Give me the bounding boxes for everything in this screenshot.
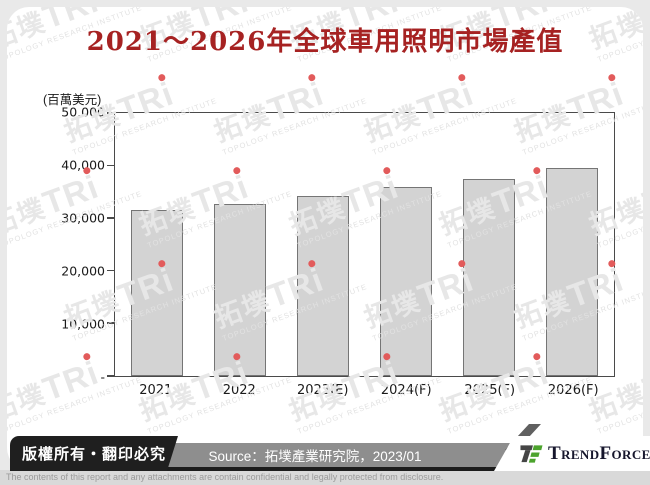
x-tick-label: 2026(F) xyxy=(547,383,599,398)
y-tick-label: 50,000 xyxy=(61,104,105,120)
bar-slot xyxy=(198,113,281,376)
bar-2024(F) xyxy=(380,186,433,376)
bar-2021 xyxy=(130,209,183,376)
report-card: 2021～2026年全球車用照明市場產值 (百萬美元) 50,000 40,000… xyxy=(7,7,643,470)
x-tick-label: 2021 xyxy=(139,383,173,398)
watermark-red-dot xyxy=(307,73,317,83)
bar-2022 xyxy=(213,204,266,376)
y-axis-unit-label: (百萬美元) xyxy=(43,93,102,107)
bar-slot xyxy=(365,113,448,376)
watermark-latin: TRi xyxy=(637,353,643,408)
bar-slot xyxy=(115,113,198,376)
x-tick-label: 2022 xyxy=(222,383,256,398)
y-tick-label: 30,000 xyxy=(61,210,105,226)
bar-slot xyxy=(531,113,614,376)
x-axis-tick-labels: 2021 2022 2023(E) 2024(F) 2025(F) 2026(F) xyxy=(114,383,615,398)
x-tick-label: 2025(F) xyxy=(464,383,516,398)
watermark-red-dot xyxy=(157,73,167,83)
x-tick-label: 2024(F) xyxy=(380,383,432,398)
y-tick-label: 10,000 xyxy=(61,316,105,332)
plot-area xyxy=(107,112,615,377)
watermark-red-dot xyxy=(457,73,467,83)
y-tick-mark xyxy=(107,375,114,377)
y-tick-mark xyxy=(107,164,114,167)
y-tick-mark xyxy=(107,217,114,219)
y-tick-label: - xyxy=(100,369,105,385)
x-tick-label: 2023(E) xyxy=(297,383,349,398)
y-tick-mark xyxy=(107,322,114,324)
watermark-cjk: 拓墣 xyxy=(7,378,51,427)
chart-title: 2021～2026年全球車用照明市場產值 xyxy=(86,27,564,57)
bars-container xyxy=(115,113,614,376)
watermark-latin: TRi xyxy=(637,167,643,222)
disclaimer-strip: The contents of this report and any atta… xyxy=(0,470,650,485)
bar-2026(F) xyxy=(546,167,599,376)
y-tick-mark xyxy=(107,269,114,272)
bar-2025(F) xyxy=(463,178,516,376)
bar-slot xyxy=(281,113,364,376)
bar-slot xyxy=(448,113,531,376)
disclaimer-text: The contents of this report and any atta… xyxy=(6,472,444,482)
y-axis-tick-labels: 50,000 40,000 30,000 20,000 10,000 - xyxy=(7,105,105,385)
y-tick-label: 40,000 xyxy=(61,157,105,173)
bar-2023(E) xyxy=(296,195,349,376)
y-tick-label: 20,000 xyxy=(61,263,105,279)
watermark-red-dot xyxy=(607,73,617,83)
y-tick-mark xyxy=(107,112,114,114)
